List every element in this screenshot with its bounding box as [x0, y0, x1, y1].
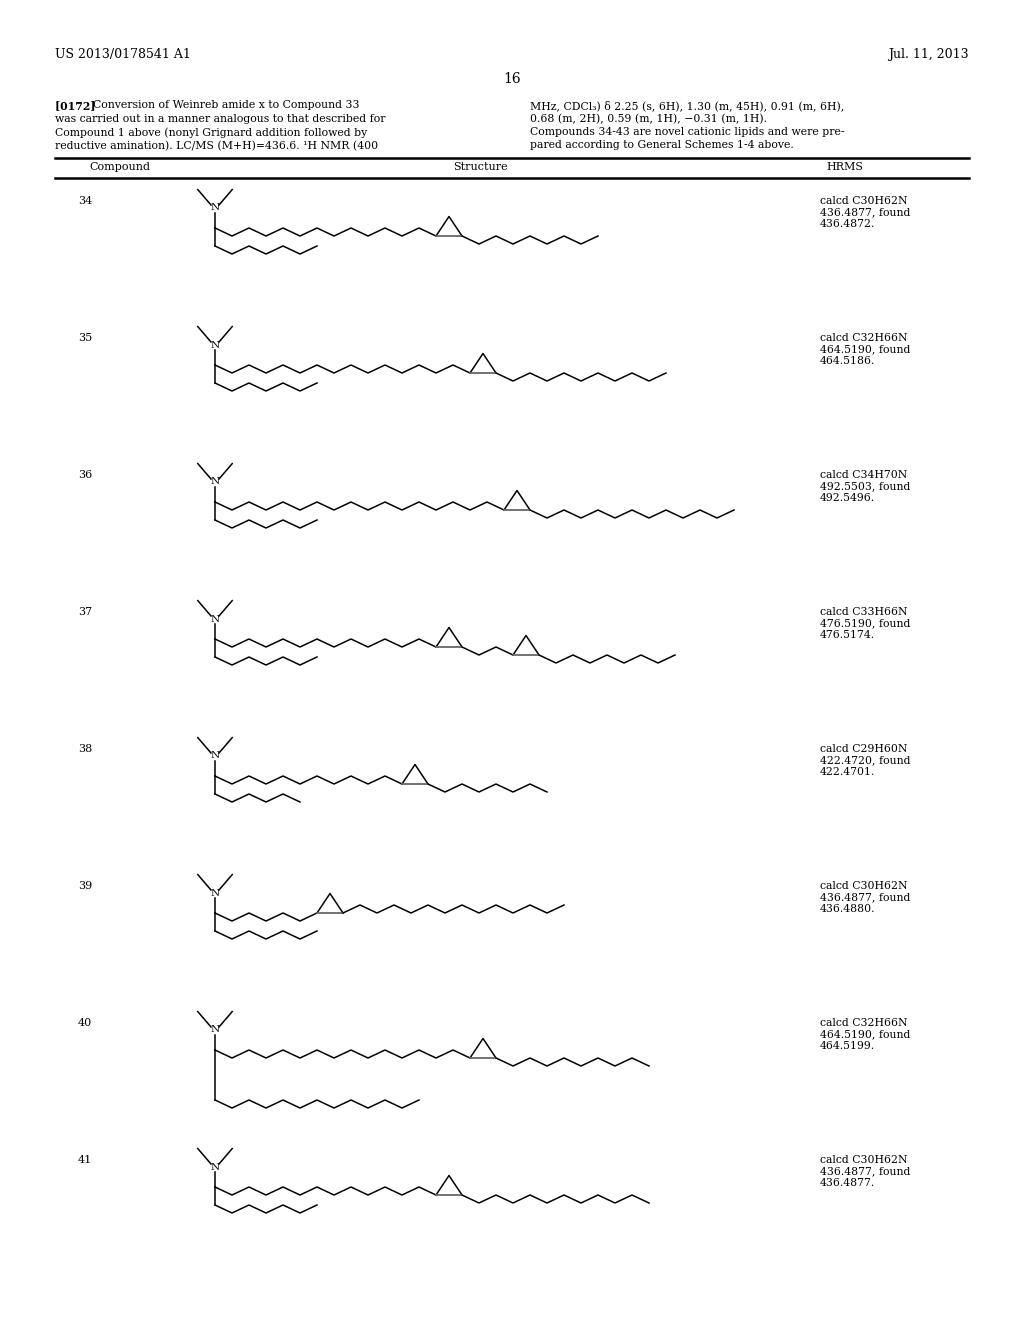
- Text: 34: 34: [78, 195, 92, 206]
- Text: calcd C29H60N
422.4720, found
422.4701.: calcd C29H60N 422.4720, found 422.4701.: [820, 744, 910, 777]
- Text: calcd C30H62N
436.4877, found
436.4872.: calcd C30H62N 436.4877, found 436.4872.: [820, 195, 910, 230]
- Text: N: N: [211, 203, 219, 213]
- Text: MHz, CDCl₃) δ 2.25 (s, 6H), 1.30 (m, 45H), 0.91 (m, 6H),: MHz, CDCl₃) δ 2.25 (s, 6H), 1.30 (m, 45H…: [530, 100, 844, 111]
- Text: calcd C32H66N
464.5190, found
464.5199.: calcd C32H66N 464.5190, found 464.5199.: [820, 1018, 910, 1051]
- Text: 0.68 (m, 2H), 0.59 (m, 1H), −0.31 (m, 1H).: 0.68 (m, 2H), 0.59 (m, 1H), −0.31 (m, 1H…: [530, 114, 767, 124]
- Text: calcd C30H62N
436.4877, found
436.4880.: calcd C30H62N 436.4877, found 436.4880.: [820, 880, 910, 915]
- Text: Compounds 34-43 are novel cationic lipids and were pre-: Compounds 34-43 are novel cationic lipid…: [530, 127, 845, 137]
- Text: N: N: [211, 888, 219, 898]
- Text: US 2013/0178541 A1: US 2013/0178541 A1: [55, 48, 190, 61]
- Text: N: N: [211, 615, 219, 623]
- Text: Compound: Compound: [89, 162, 151, 172]
- Text: 16: 16: [503, 73, 521, 86]
- Text: calcd C33H66N
476.5190, found
476.5174.: calcd C33H66N 476.5190, found 476.5174.: [820, 607, 910, 640]
- Text: Structure: Structure: [453, 162, 507, 172]
- Text: HRMS: HRMS: [826, 162, 863, 172]
- Text: was carried out in a manner analogous to that described for: was carried out in a manner analogous to…: [55, 114, 385, 124]
- Text: N: N: [211, 478, 219, 487]
- Text: N: N: [211, 1026, 219, 1035]
- Text: Conversion of Weinreb amide x to Compound 33: Conversion of Weinreb amide x to Compoun…: [93, 100, 359, 110]
- Text: calcd C34H70N
492.5503, found
492.5496.: calcd C34H70N 492.5503, found 492.5496.: [820, 470, 910, 503]
- Text: Jul. 11, 2013: Jul. 11, 2013: [889, 48, 969, 61]
- Text: [0172]: [0172]: [55, 100, 103, 111]
- Text: Compound 1 above (nonyl Grignard addition followed by: Compound 1 above (nonyl Grignard additio…: [55, 127, 368, 137]
- Text: calcd C30H62N
436.4877, found
436.4877.: calcd C30H62N 436.4877, found 436.4877.: [820, 1155, 910, 1188]
- Text: 37: 37: [78, 607, 92, 616]
- Text: 36: 36: [78, 470, 92, 480]
- Text: 38: 38: [78, 744, 92, 754]
- Text: N: N: [211, 751, 219, 760]
- Text: N: N: [211, 1163, 219, 1172]
- Text: 40: 40: [78, 1018, 92, 1028]
- Text: pared according to General Schemes 1-4 above.: pared according to General Schemes 1-4 a…: [530, 140, 794, 150]
- Text: N: N: [211, 341, 219, 350]
- Text: 41: 41: [78, 1155, 92, 1166]
- Text: 39: 39: [78, 880, 92, 891]
- Text: reductive amination). LC/MS (M+H)=436.6. ¹H NMR (400: reductive amination). LC/MS (M+H)=436.6.…: [55, 140, 378, 150]
- Text: 35: 35: [78, 333, 92, 343]
- Text: calcd C32H66N
464.5190, found
464.5186.: calcd C32H66N 464.5190, found 464.5186.: [820, 333, 910, 366]
